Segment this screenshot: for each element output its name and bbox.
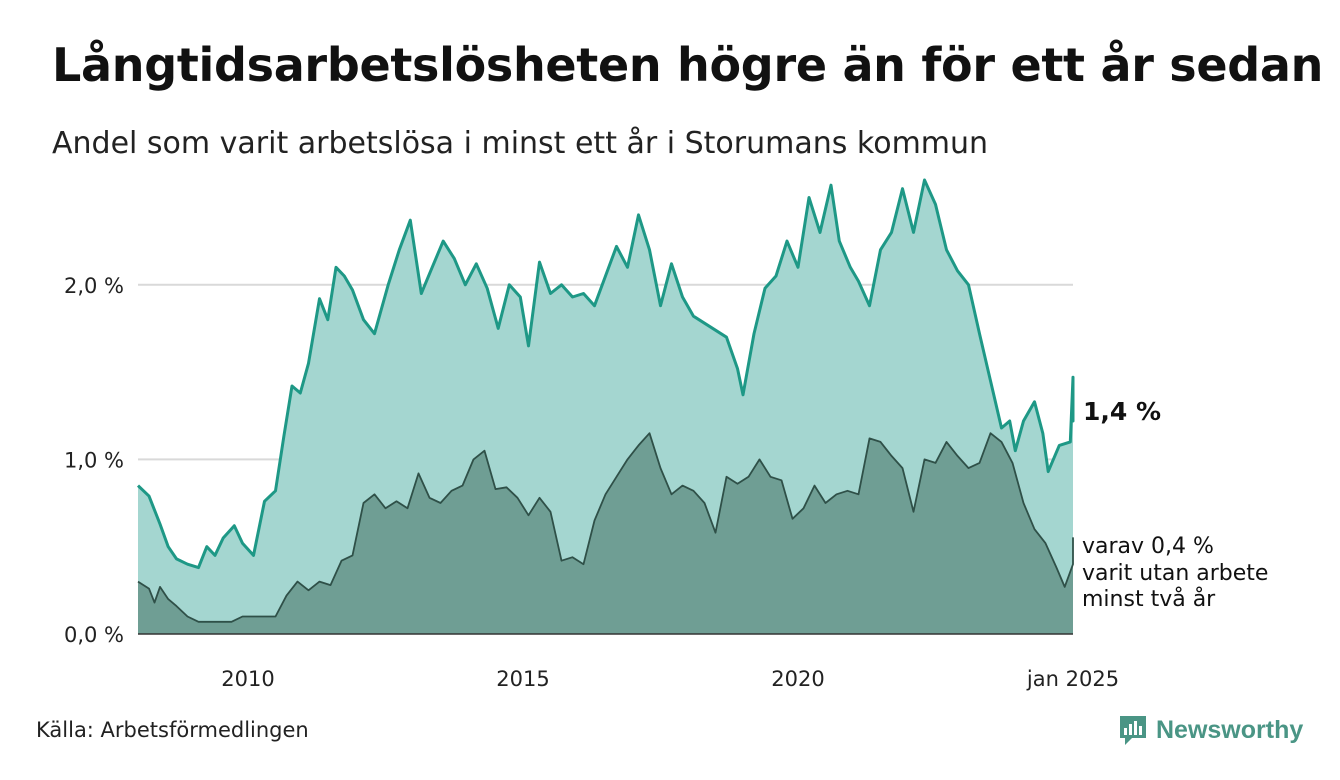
- annotation-lower-line-3: minst två år: [1082, 586, 1216, 612]
- chart-title: Långtidsarbetslösheten högre än för ett …: [52, 38, 1324, 92]
- x-tick-label-3: jan 2025: [1026, 667, 1119, 691]
- x-tick-label-2: 2020: [771, 667, 824, 691]
- newsworthy-logo-icon: [1120, 716, 1146, 745]
- series-areas: [136, 178, 1075, 635]
- y-tick-label-2: 2,0 %: [64, 274, 124, 298]
- annotation-upper-value: 1,4 %: [1083, 397, 1161, 426]
- chart-subtitle: Andel som varit arbetslösa i minst ett å…: [52, 126, 989, 161]
- brand-logo: Newsworthy: [1118, 714, 1303, 746]
- y-tick-label-0: 0,0 %: [64, 623, 124, 647]
- series-0-line: [136, 178, 1075, 570]
- annotation-lower-line-2: varit utan arbete: [1082, 561, 1268, 586]
- y-tick-label-1: 1,0 %: [64, 448, 124, 472]
- series-1-area: [138, 433, 1073, 634]
- x-tick-label-1: 2015: [496, 667, 549, 691]
- annotation-lower-line-1: varav 0,4 %: [1082, 534, 1214, 559]
- source-label: Källa: Arbetsförmedlingen: [36, 718, 309, 742]
- x-tick-label-0: 2010: [221, 667, 274, 691]
- brand-name: Newsworthy: [1156, 715, 1304, 744]
- x-axis-ticks: 2010 2015 2020 jan 2025: [221, 667, 1119, 691]
- series-1-line: [137, 432, 1074, 623]
- y-axis-ticks: 0,0 % 1,0 % 2,0 %: [64, 274, 124, 647]
